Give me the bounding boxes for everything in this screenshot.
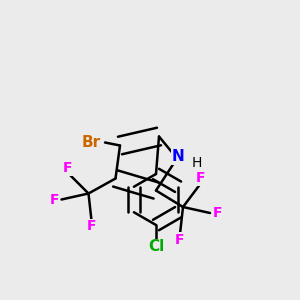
Text: F: F bbox=[87, 220, 96, 233]
Text: Br: Br bbox=[82, 135, 101, 150]
Text: F: F bbox=[49, 193, 59, 206]
Text: N: N bbox=[172, 149, 184, 164]
Text: F: F bbox=[63, 161, 72, 175]
Text: F: F bbox=[196, 172, 206, 185]
Text: Cl: Cl bbox=[148, 239, 164, 254]
Text: H: H bbox=[191, 156, 202, 170]
Text: F: F bbox=[213, 206, 222, 220]
Text: F: F bbox=[175, 233, 185, 247]
